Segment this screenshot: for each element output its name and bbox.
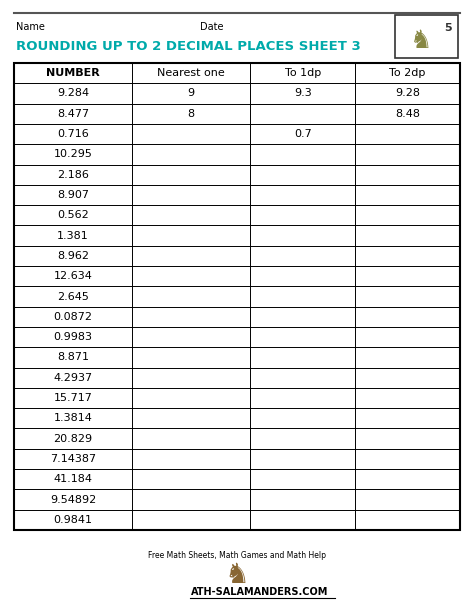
Text: ♞: ♞ [410, 28, 433, 53]
Text: ATH-SALAMANDERS.COM: ATH-SALAMANDERS.COM [191, 587, 328, 597]
Bar [395, 15, 458, 58]
Text: 4.2937: 4.2937 [54, 373, 92, 383]
Text: 12.634: 12.634 [54, 271, 92, 281]
Text: 15.717: 15.717 [54, 393, 92, 403]
Text: 9.284: 9.284 [57, 88, 89, 99]
Text: 9.3: 9.3 [294, 88, 312, 99]
Text: 5: 5 [444, 23, 452, 33]
Text: 9: 9 [188, 88, 195, 99]
Text: Free Math Sheets, Math Games and Math Help: Free Math Sheets, Math Games and Math He… [148, 550, 326, 560]
Text: 20.829: 20.829 [54, 433, 92, 444]
Text: Date: Date [200, 22, 224, 32]
Text: 8: 8 [188, 109, 195, 119]
Text: 0.7: 0.7 [294, 129, 312, 139]
Text: Name: Name [16, 22, 45, 32]
Text: 8.477: 8.477 [57, 109, 89, 119]
Text: 8.871: 8.871 [57, 352, 89, 362]
Text: 8.48: 8.48 [395, 109, 420, 119]
Text: 0.9841: 0.9841 [54, 515, 92, 525]
Bar [14, 63, 460, 530]
Text: ♞: ♞ [225, 561, 249, 589]
Text: 8.962: 8.962 [57, 251, 89, 261]
Text: To 2dp: To 2dp [390, 68, 426, 78]
Text: 10.295: 10.295 [54, 150, 92, 159]
Text: 8.907: 8.907 [57, 190, 89, 200]
Text: 7.14387: 7.14387 [50, 454, 96, 464]
Text: 9.28: 9.28 [395, 88, 420, 99]
Text: 1.381: 1.381 [57, 230, 89, 240]
Text: 41.184: 41.184 [54, 474, 92, 484]
Text: ROUNDING UP TO 2 DECIMAL PLACES SHEET 3: ROUNDING UP TO 2 DECIMAL PLACES SHEET 3 [16, 40, 361, 53]
Text: To 1dp: To 1dp [285, 68, 321, 78]
Text: 9.54892: 9.54892 [50, 495, 96, 504]
Text: Nearest one: Nearest one [157, 68, 225, 78]
Text: 1.3814: 1.3814 [54, 413, 92, 424]
Text: 0.562: 0.562 [57, 210, 89, 220]
Text: 0.716: 0.716 [57, 129, 89, 139]
Text: NUMBER: NUMBER [46, 68, 100, 78]
Text: 2.645: 2.645 [57, 292, 89, 302]
Text: 0.0872: 0.0872 [54, 312, 92, 322]
Text: 0.9983: 0.9983 [54, 332, 92, 342]
Text: 2.186: 2.186 [57, 170, 89, 180]
